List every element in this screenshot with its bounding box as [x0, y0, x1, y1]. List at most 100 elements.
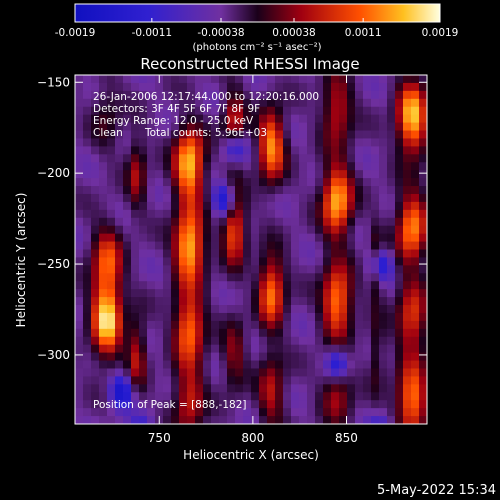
heatmap-cell: [99, 209, 108, 219]
heatmap-cell: [163, 162, 172, 171]
heatmap-cell: [307, 201, 316, 211]
heatmap-cell: [83, 344, 92, 354]
heatmap-cell: [211, 75, 220, 84]
heatmap-cell: [379, 122, 388, 132]
heatmap-cell: [347, 178, 356, 187]
heatmap-cell: [123, 233, 132, 243]
heatmap-cell: [131, 162, 140, 171]
heatmap-cell: [403, 320, 412, 330]
heatmap-cell: [307, 170, 316, 179]
heatmap-cell: [411, 209, 420, 219]
heatmap-cell: [339, 328, 348, 338]
heatmap-cell: [83, 368, 92, 378]
heatmap-cell: [155, 217, 164, 227]
heatmap-cell: [267, 336, 276, 346]
heatmap-cell: [83, 82, 92, 92]
heatmap-cell: [227, 273, 236, 282]
heatmap-cell: [275, 384, 284, 393]
heatmap-cell: [115, 328, 124, 338]
heatmap-cell: [283, 225, 292, 235]
heatmap-cell: [371, 75, 380, 84]
heatmap-cell: [195, 75, 204, 84]
heatmap-cell: [107, 297, 116, 306]
heatmap-cell: [83, 376, 92, 385]
heatmap-cell: [99, 201, 108, 211]
heatmap-cell: [323, 217, 332, 227]
heatmap-cell: [267, 400, 276, 409]
heatmap-cell: [307, 98, 316, 108]
heatmap-cell: [387, 170, 396, 179]
heatmap-cell: [115, 209, 124, 219]
heatmap-cell: [411, 186, 420, 195]
heatmap-cell: [75, 122, 84, 132]
heatmap-cell: [243, 265, 252, 274]
heatmap-cell: [171, 297, 180, 306]
heatmap-cell: [379, 114, 388, 124]
heatmap-cell: [99, 312, 108, 322]
heatmap-cell: [91, 384, 100, 393]
heatmap-cell: [147, 114, 156, 124]
heatmap-cell: [107, 344, 116, 354]
heatmap-cell: [307, 106, 316, 116]
heatmap-cell: [107, 360, 116, 370]
heatmap-cell: [91, 106, 100, 116]
heatmap-cell: [267, 75, 276, 84]
heatmap-cell: [83, 289, 92, 298]
heatmap-cell: [251, 217, 260, 227]
heatmap-cell: [331, 416, 340, 424]
heatmap-cell: [347, 297, 356, 306]
heatmap-cell: [307, 312, 316, 322]
heatmap-cell: [419, 305, 427, 314]
heatmap-cell: [363, 130, 372, 140]
heatmap-cell: [163, 312, 172, 322]
heatmap-cell: [331, 344, 340, 354]
heatmap-cell: [155, 225, 164, 235]
heatmap-cell: [411, 265, 420, 274]
heatmap-cell: [331, 376, 340, 385]
heatmap-cell: [403, 328, 412, 338]
heatmap-cell: [371, 392, 380, 401]
heatmap-cell: [339, 273, 348, 282]
heatmap-cell: [419, 344, 427, 354]
heatmap-cell: [171, 352, 180, 362]
heatmap-cell: [339, 368, 348, 378]
heatmap-cell: [251, 281, 260, 290]
heatmap-cell: [299, 114, 308, 124]
heatmap-cell: [315, 225, 324, 235]
heatmap-cell: [139, 122, 148, 132]
heatmap-cell: [355, 328, 364, 338]
heatmap-cell: [243, 106, 252, 116]
heatmap-cell: [363, 257, 372, 266]
heatmap-cell: [235, 289, 244, 298]
heatmap-cell: [307, 249, 316, 259]
heatmap-cell: [323, 408, 332, 417]
heatmap-cell: [291, 75, 300, 84]
heatmap-cell: [395, 138, 404, 147]
heatmap-cell: [171, 225, 180, 235]
heatmap-cell: [379, 249, 388, 259]
heatmap-cell: [251, 201, 260, 211]
heatmap-cell: [283, 106, 292, 116]
chart-title: Reconstructed RHESSI Image: [140, 55, 359, 73]
heatmap-cell: [179, 408, 188, 417]
heatmap-cell: [259, 408, 268, 417]
heatmap-cell: [235, 241, 244, 251]
colorbar-frame: [74, 3, 441, 23]
heatmap-cell: [419, 265, 427, 274]
heatmap-cell: [355, 241, 364, 251]
heatmap-cell: [131, 273, 140, 282]
heatmap-cell: [139, 328, 148, 338]
heatmap-cell: [355, 98, 364, 108]
heatmap-cell: [227, 217, 236, 227]
heatmap-cell: [83, 178, 92, 187]
heatmap-cell: [251, 186, 260, 195]
annotation-time: 26-Jan-2006 12:17:44.000 to 12:20:16.000: [93, 91, 319, 103]
heatmap-cell: [75, 225, 84, 235]
heatmap-cell: [195, 336, 204, 346]
heatmap-cell: [123, 273, 132, 282]
heatmap-cell: [347, 408, 356, 417]
heatmap-cell: [219, 289, 228, 298]
heatmap-cell: [83, 217, 92, 227]
heatmap-cell: [171, 416, 180, 424]
heatmap-cell: [155, 98, 164, 108]
